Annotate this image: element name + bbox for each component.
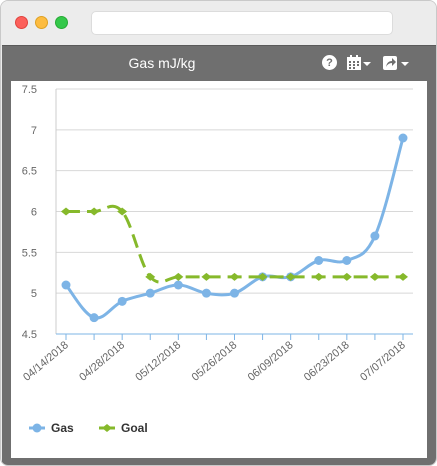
data-point-gas	[201, 288, 211, 298]
y-tick-label: 6	[31, 207, 37, 219]
data-point-goal	[341, 272, 352, 281]
share-icon[interactable]	[382, 55, 412, 71]
data-point-goal	[117, 207, 128, 216]
panel-header: Gas mJ/kg ?	[2, 46, 436, 80]
legend-marker-gas	[32, 423, 42, 433]
line-chart: 4.5 5 5.5 6 6.5 7 7.5 04/14/2018 04/28/2018 05/12…	[21, 84, 413, 435]
close-window-button[interactable]	[15, 16, 28, 29]
y-tick-label: 5	[31, 288, 37, 300]
y-tick-label: 7	[31, 125, 37, 137]
data-point-goal	[369, 272, 380, 281]
legend-label-goal: Goal	[121, 421, 148, 435]
x-tick-label: 07/07/2018	[358, 339, 408, 384]
address-bar[interactable]	[91, 11, 393, 35]
y-tick-label: 5.5	[22, 247, 37, 259]
calendar-icon[interactable]	[346, 55, 372, 71]
data-point-gas	[370, 231, 380, 241]
data-point-gas	[145, 288, 155, 298]
help-icon[interactable]: ?	[322, 55, 337, 70]
data-point-gas	[61, 280, 71, 290]
data-point-goal	[398, 272, 408, 281]
maximize-window-button[interactable]	[55, 16, 68, 29]
data-point-goal	[61, 207, 71, 216]
data-point-goal	[285, 272, 296, 281]
x-tick-label: 06/09/2018	[246, 339, 296, 384]
data-point-goal	[257, 272, 268, 281]
x-tick-label: 05/26/2018	[190, 339, 240, 384]
data-point-gas	[173, 280, 183, 290]
data-point-gas	[342, 256, 352, 265]
window-titlebar	[1, 1, 436, 45]
data-point-goal	[145, 272, 156, 281]
x-tick-label: 06/23/2018	[302, 339, 352, 384]
x-tick-label: 04/14/2018	[21, 339, 71, 384]
share-dropdown-icon	[383, 56, 409, 70]
data-point-gas	[117, 296, 127, 306]
data-point-goal	[173, 272, 184, 281]
data-point-gas	[89, 313, 99, 323]
y-tick-label: 6.5	[22, 166, 37, 178]
data-point-gas	[314, 256, 324, 265]
minimize-window-button[interactable]	[35, 16, 48, 29]
legend-label-gas: Gas	[51, 421, 74, 435]
panel-title: Gas mJ/kg	[128, 55, 196, 71]
data-point-gas	[398, 133, 408, 143]
chart-panel: Gas mJ/kg ?	[2, 45, 436, 465]
data-point-gas	[230, 288, 239, 298]
x-tick-label: 05/12/2018	[133, 339, 183, 384]
data-point-goal	[89, 207, 100, 216]
x-tick-label: 04/28/2018	[77, 339, 127, 384]
data-point-goal	[201, 272, 212, 281]
chart-area: 4.5 5 5.5 6 6.5 7 7.5 04/14/2018 04/28/2018 05/12…	[11, 81, 427, 458]
data-point-goal	[313, 272, 324, 281]
calendar-dropdown-icon	[347, 55, 371, 70]
legend-marker-goal	[102, 424, 112, 432]
data-point-goal	[229, 272, 240, 281]
y-tick-label: 7.5	[22, 84, 37, 96]
series-line-goal	[66, 204, 403, 284]
y-tick-label: 4.5	[22, 329, 37, 341]
